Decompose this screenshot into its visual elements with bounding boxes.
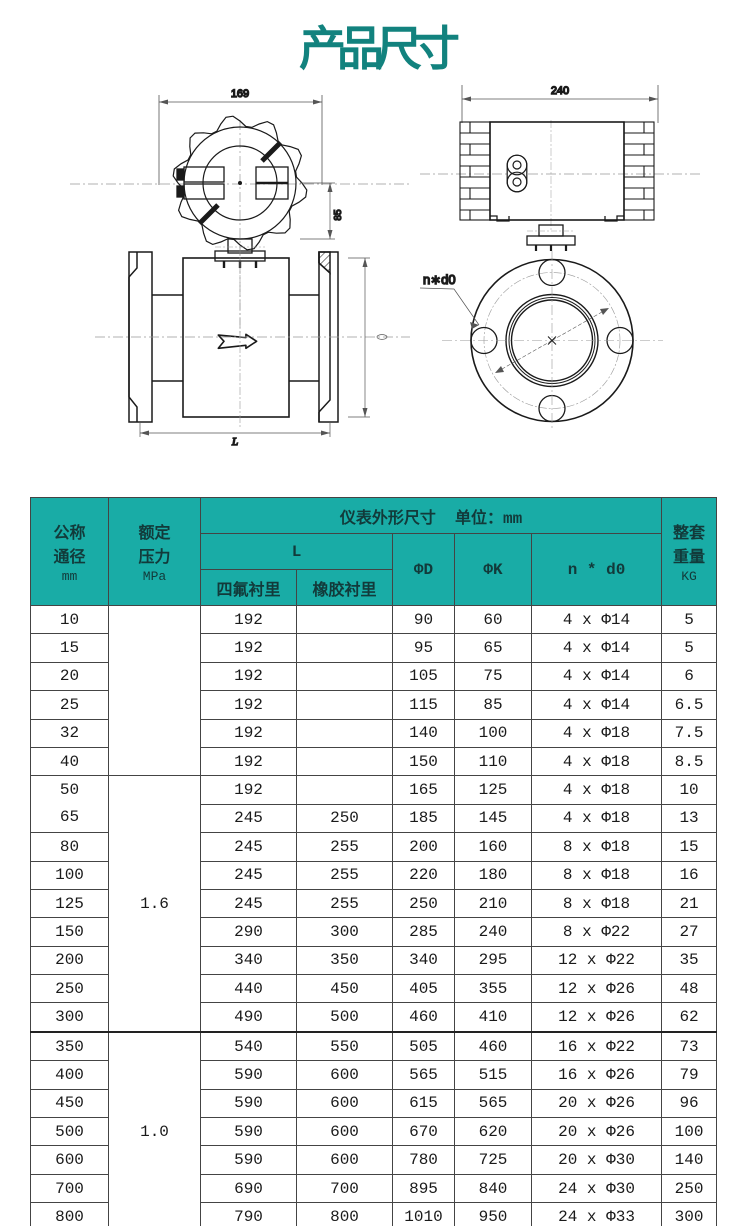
svg-text:n∗d0: n∗d0 — [423, 272, 456, 287]
svg-text:L: L — [231, 436, 238, 448]
svg-text:85: 85 — [333, 209, 344, 221]
svg-text:240: 240 — [551, 85, 569, 97]
svg-text:169: 169 — [231, 88, 249, 100]
